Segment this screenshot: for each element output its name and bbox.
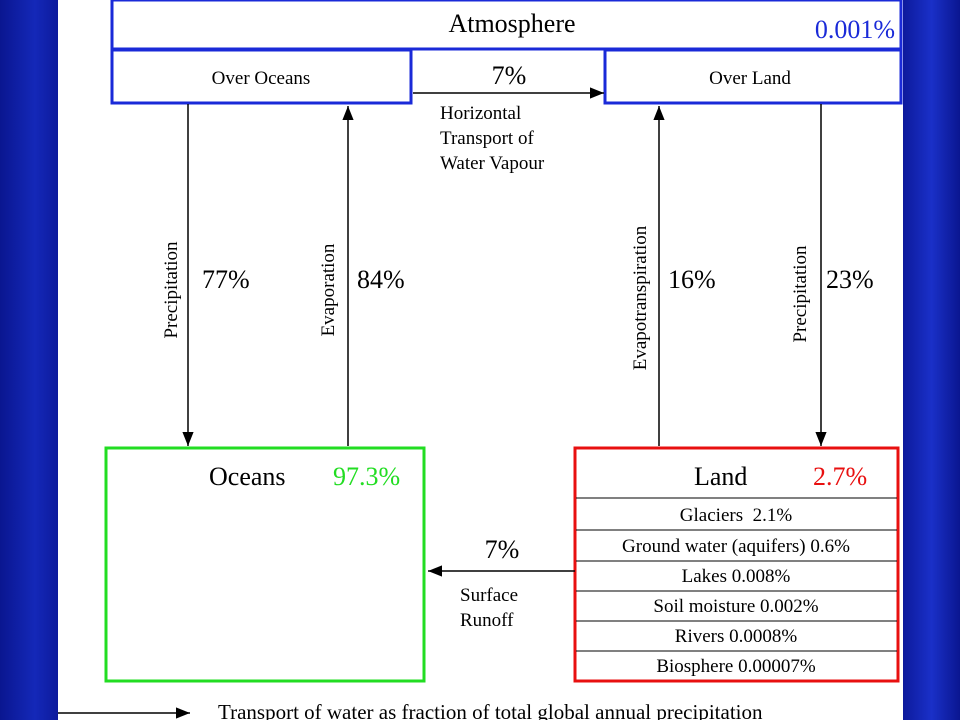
horizontal-transport-line-3: Water Vapour bbox=[440, 153, 545, 174]
land-row-glaciers: Glaciers 2.1% bbox=[680, 505, 793, 526]
atmosphere-percent: 0.001% bbox=[815, 15, 895, 44]
ocean-precipitation-percent: 77% bbox=[202, 265, 250, 294]
slide-background-left bbox=[0, 0, 58, 720]
atmosphere-box bbox=[110, 0, 903, 51]
legend-text: Transport of water as fraction of total … bbox=[218, 700, 763, 720]
land-percent: 2.7% bbox=[813, 462, 867, 491]
land-row-biosphere: Biosphere 0.00007% bbox=[656, 656, 816, 677]
over-land-box bbox=[603, 48, 903, 105]
horizontal-transport-line-2: Transport of bbox=[440, 128, 534, 149]
over-oceans-label: Over Oceans bbox=[212, 68, 311, 89]
ocean-precipitation-label: Precipitation bbox=[161, 241, 182, 339]
ocean-evaporation-percent: 84% bbox=[357, 265, 405, 294]
oceans-box bbox=[104, 446, 426, 683]
surface-runoff-percent: 7% bbox=[485, 535, 520, 564]
over-land-label: Over Land bbox=[709, 68, 791, 89]
surface-runoff-line-1: Surface bbox=[460, 585, 518, 606]
slide-background-right bbox=[903, 0, 960, 720]
oceans-percent: 97.3% bbox=[333, 462, 400, 491]
horizontal-transport-line-1: Horizontal bbox=[440, 103, 521, 124]
land-precipitation-percent: 23% bbox=[826, 265, 874, 294]
land-precipitation-label: Precipitation bbox=[790, 245, 811, 343]
land-box bbox=[573, 446, 900, 683]
diagram-panel bbox=[58, 0, 903, 720]
oceans-title: Oceans bbox=[209, 462, 286, 491]
over-oceans-box bbox=[110, 48, 413, 105]
atmosphere-title: Atmosphere bbox=[448, 9, 575, 38]
land-evapotranspiration-percent: 16% bbox=[668, 265, 716, 294]
land-row-rivers: Rivers 0.0008% bbox=[675, 626, 798, 647]
land-title: Land bbox=[694, 462, 747, 491]
land-evapotranspiration-label: Evapotranspiration bbox=[630, 225, 651, 370]
land-row-ground-water: Ground water (aquifers) 0.6% bbox=[622, 536, 850, 557]
horizontal-transport-percent: 7% bbox=[492, 61, 527, 90]
ocean-evaporation-label: Evaporation bbox=[318, 243, 339, 336]
surface-runoff-line-2: Runoff bbox=[460, 610, 514, 631]
land-row-lakes: Lakes 0.008% bbox=[682, 566, 791, 587]
land-row-soil-moisture: Soil moisture 0.002% bbox=[653, 596, 818, 617]
land-row-dividers bbox=[576, 497, 897, 652]
